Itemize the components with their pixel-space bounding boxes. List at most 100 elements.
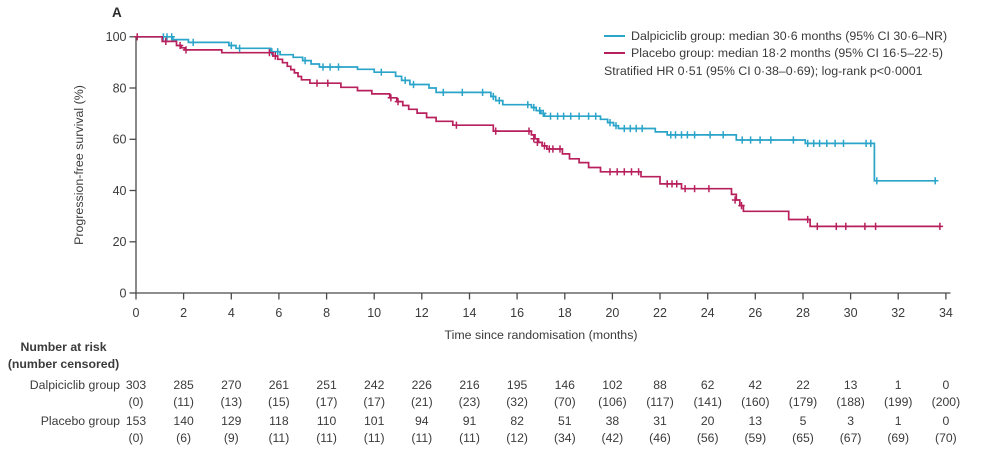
legend-swatch-placebo — [604, 52, 625, 55]
censored-count: (23) — [459, 395, 481, 409]
x-tick-label: 24 — [701, 306, 715, 320]
risk-count: 261 — [269, 378, 290, 392]
risk-table-header-line2: (number censored) — [7, 356, 120, 371]
x-tick-label: 8 — [323, 306, 330, 320]
censored-count: (13) — [220, 395, 242, 409]
y-axis-title: Progression-free survival (%) — [72, 85, 86, 245]
censor-marks-dalpiciclib — [160, 33, 939, 185]
censored-count: (12) — [506, 431, 528, 445]
legend-item: Dalpiciclib group: median 30·6 months (9… — [604, 28, 947, 45]
risk-count: 31 — [653, 414, 667, 428]
risk-count: 5 — [800, 414, 807, 428]
censored-count: (17) — [363, 395, 385, 409]
x-tick-label: 34 — [939, 306, 953, 320]
risk-table-header-line1: Number at risk — [20, 340, 107, 354]
y-tick-label: 100 — [106, 30, 127, 44]
censored-count: (69) — [887, 431, 909, 445]
risk-count: 216 — [459, 378, 480, 392]
legend-item-label: Placebo group: median 18·2 months (95% C… — [631, 46, 944, 61]
censored-count: (17) — [316, 395, 338, 409]
risk-count: 94 — [415, 414, 429, 428]
x-tick-label: 0 — [133, 306, 140, 320]
censored-count: (70) — [554, 395, 576, 409]
censored-count: (70) — [935, 431, 957, 445]
risk-count: 270 — [221, 378, 242, 392]
y-tick-label: 20 — [113, 235, 127, 249]
censored-count: (59) — [744, 431, 766, 445]
censored-count: (6) — [176, 431, 191, 445]
censored-count: (200) — [932, 395, 960, 409]
x-tick-label: 30 — [844, 306, 858, 320]
censored-count: (42) — [602, 431, 624, 445]
risk-count: 118 — [269, 414, 289, 428]
risk-count: 1 — [895, 378, 902, 392]
censored-count: (65) — [792, 431, 814, 445]
risk-count: 20 — [701, 414, 715, 428]
censored-count: (46) — [649, 431, 671, 445]
legend-item: Placebo group: median 18·2 months (95% C… — [604, 45, 947, 62]
censored-count: (11) — [269, 431, 290, 445]
censored-count: (21) — [411, 395, 433, 409]
risk-count: 3 — [847, 414, 854, 428]
censored-count: (199) — [884, 395, 912, 409]
risk-count: 51 — [558, 414, 572, 428]
censored-count: (179) — [789, 395, 817, 409]
risk-count: 82 — [510, 414, 524, 428]
x-tick-label: 20 — [605, 306, 619, 320]
x-tick-label: 28 — [796, 306, 810, 320]
censored-count: (11) — [459, 431, 480, 445]
x-axis-title: Time since randomisation (months) — [444, 328, 638, 342]
risk-count: 38 — [606, 414, 620, 428]
censored-count: (11) — [173, 395, 194, 409]
km-curve-placebo — [136, 35, 942, 228]
risk-count: 129 — [221, 414, 242, 428]
legend-items: Dalpiciclib group: median 30·6 months (9… — [604, 28, 947, 63]
censored-count: (67) — [840, 431, 862, 445]
censored-count: (56) — [697, 431, 719, 445]
risk-count: 42 — [749, 378, 763, 392]
risk-row-label: Placebo group — [41, 414, 120, 428]
risk-count: 195 — [507, 378, 528, 392]
risk-count: 303 — [126, 378, 147, 392]
risk-count: 226 — [412, 378, 433, 392]
risk-count: 62 — [701, 378, 715, 392]
legend-note: Stratified HR 0·51 (95% CI 0·38–0·69); l… — [604, 63, 923, 78]
x-tick-label: 18 — [558, 306, 572, 320]
y-tick-label: 40 — [113, 184, 127, 198]
y-tick-label: 0 — [120, 286, 127, 300]
x-tick-label: 26 — [748, 306, 762, 320]
censored-count: (15) — [268, 395, 290, 409]
censored-count: (11) — [411, 431, 432, 445]
censored-count: (0) — [129, 395, 144, 409]
risk-row-label: Dalpiciclib group — [30, 378, 120, 392]
censored-count: (0) — [129, 431, 144, 445]
risk-count: 102 — [602, 378, 623, 392]
risk-count: 153 — [126, 414, 147, 428]
risk-count: 101 — [364, 414, 385, 428]
risk-table-header: Number at risk (number censored) — [0, 339, 127, 372]
risk-count: 251 — [316, 378, 337, 392]
risk-count: 88 — [653, 378, 667, 392]
legend-item-label: Dalpiciclib group: median 30·6 months (9… — [631, 29, 948, 43]
x-tick-label: 2 — [180, 306, 187, 320]
risk-count: 13 — [844, 378, 858, 392]
censored-count: (117) — [646, 395, 674, 409]
censored-count: (32) — [506, 395, 528, 409]
censored-count: (106) — [598, 395, 626, 409]
risk-count: 146 — [555, 378, 576, 392]
legend: Dalpiciclib group: median 30·6 months (9… — [604, 28, 947, 80]
legend-swatch-dalpiciclib — [604, 34, 625, 37]
censored-count: (11) — [316, 431, 337, 445]
y-tick-label: 80 — [113, 81, 127, 95]
censored-count: (160) — [741, 395, 769, 409]
risk-count: 0 — [943, 378, 950, 392]
censored-count: (34) — [554, 431, 576, 445]
risk-count: 22 — [796, 378, 810, 392]
censored-count: (11) — [364, 431, 385, 445]
censored-count: (141) — [693, 395, 721, 409]
censored-count: (9) — [224, 431, 239, 445]
x-tick-label: 12 — [415, 306, 429, 320]
panel-label: A — [112, 5, 122, 20]
